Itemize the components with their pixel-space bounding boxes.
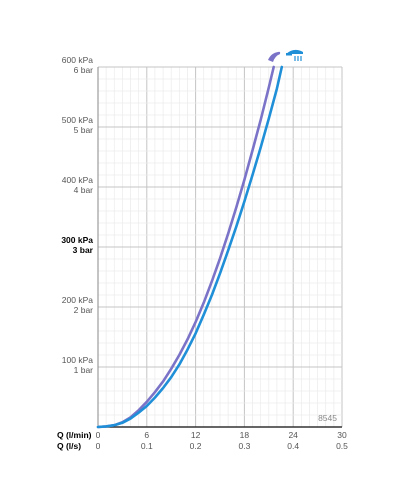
x-tick-label-primary: 30 [337, 430, 347, 440]
y-tick-label-kpa: 400 kPa [62, 175, 93, 185]
y-tick-label-kpa: 600 kPa [62, 55, 93, 65]
x-tick-label-primary: 24 [288, 430, 298, 440]
x-axis-label-primary: Q (l/min) [57, 430, 92, 440]
x-tick-label-secondary: 0.3 [238, 441, 250, 451]
y-tick-label-bar: 5 bar [74, 125, 94, 135]
y-tick-label-bar: 2 bar [74, 305, 94, 315]
x-tick-label-secondary: 0.5 [336, 441, 348, 451]
x-tick-label-primary: 0 [96, 430, 101, 440]
y-tick-label-kpa: 100 kPa [62, 355, 93, 365]
x-tick-label-primary: 12 [191, 430, 201, 440]
y-tick-label-kpa: 200 kPa [62, 295, 93, 305]
x-tick-label-secondary: 0.4 [287, 441, 299, 451]
y-tick-label-bar: 4 bar [74, 185, 94, 195]
x-tick-label-secondary: 0 [96, 441, 101, 451]
series-lines [96, 65, 284, 429]
y-tick-label-bar: 1 bar [74, 365, 94, 375]
hand-shower-icon [286, 49, 303, 61]
y-tick-label-kpa: 500 kPa [62, 115, 93, 125]
chart-code-label: 8545 [318, 413, 337, 423]
x-tick-label-secondary: 0.2 [190, 441, 202, 451]
x-axis-label-secondary: Q (l/s) [57, 441, 81, 451]
y-tick-label-kpa: 300 kPa [61, 235, 93, 245]
y-tick-label-bar: 6 bar [74, 65, 94, 75]
y-tick-label-bar: 3 bar [73, 245, 94, 255]
shower-head-icon [268, 51, 281, 62]
x-tick-label-primary: 18 [240, 430, 250, 440]
x-tick-label-primary: 6 [144, 430, 149, 440]
grid [97, 66, 343, 428]
x-axis-labels: 00 60.1 120.2 180.3 240.4 300.5 [96, 430, 349, 451]
x-tick-label-secondary: 0.1 [141, 441, 153, 451]
series-line-2 [96, 65, 284, 429]
